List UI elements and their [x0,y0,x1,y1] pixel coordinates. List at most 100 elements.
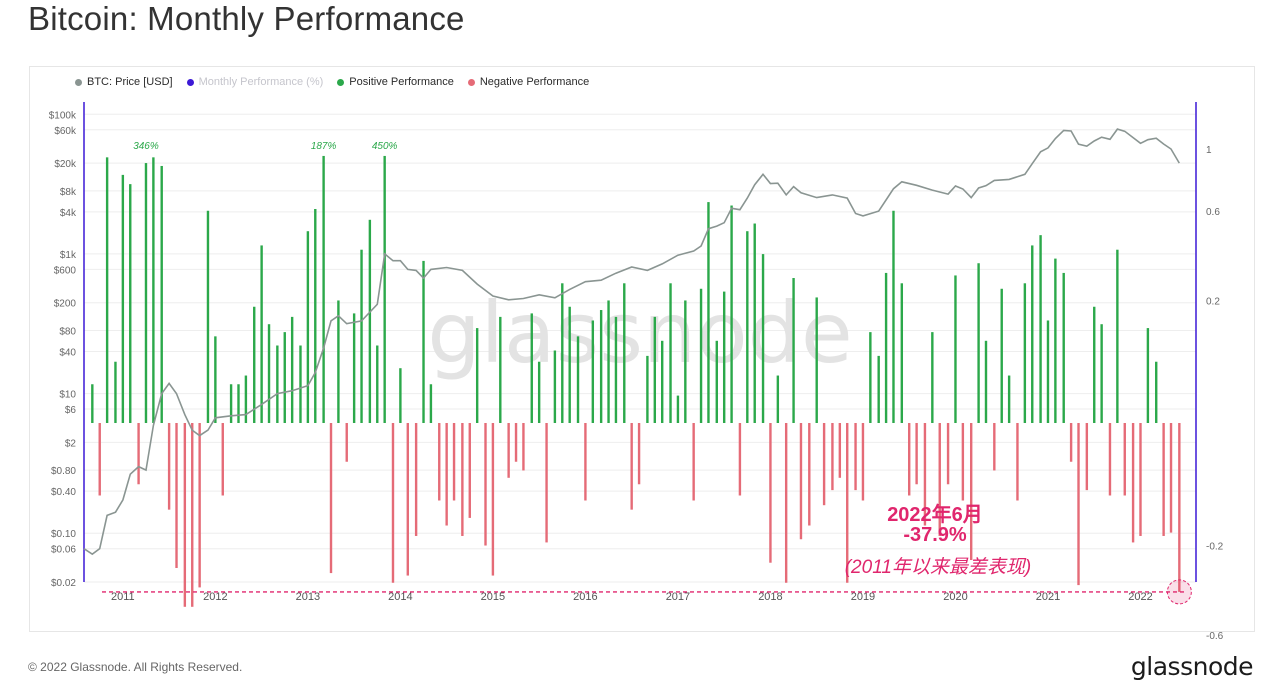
negative-bar [738,423,742,496]
negative-bar [584,423,587,501]
annotation-note: (2011年以来最差表现) [844,557,1032,578]
negative-bar [507,423,510,478]
page-title: Bitcoin: Monthly Performance [28,0,465,37]
negative-bar [468,423,471,518]
legend-item-price[interactable]: BTC: Price [USD] [75,76,173,88]
positive-bar [884,272,888,423]
legend-positive-label: Positive Performance [349,76,454,88]
negative-bar [769,423,772,563]
positive-bar [475,328,479,423]
negative-bar [191,423,194,607]
positive-bar [253,306,256,423]
negative-bar [1131,423,1135,543]
chart-panel [29,66,1255,632]
x-tick-label: 2022 [1128,591,1152,603]
negative-bar [221,423,224,496]
positive-bar [399,368,402,423]
positive-bar [1046,320,1050,423]
negative-bar [799,423,803,540]
positive-bar [730,205,733,423]
annotation-date: 2022年6月 [887,504,983,526]
negative-bar [630,423,633,510]
legend-item-negative[interactable]: Negative Performance [467,76,589,88]
negative-bar [137,423,140,485]
negative-bar [961,423,965,501]
positive-bar [1031,245,1034,423]
legend-item-positive[interactable]: Positive Performance [337,76,454,88]
left-tick-label: $0.80 [51,466,76,477]
positive-bar [121,174,125,423]
left-tick-label: $0.02 [51,578,76,589]
left-tick-label: $0.40 [51,487,76,498]
positive-bar [314,208,317,423]
legend-item-monthly-performance[interactable]: Monthly Performance (%) [186,76,324,88]
negative-bar [514,423,518,462]
positive-bar [553,350,557,423]
positive-bar [322,155,325,423]
x-tick-label: 2021 [1036,591,1060,603]
left-tick-label: $0.10 [51,529,76,540]
negative-bar [1162,423,1165,536]
negative-bar [1178,423,1181,592]
positive-bar [1100,324,1103,423]
bar-data-label: 450% [372,141,398,152]
positive-bar [568,306,571,423]
positive-bar [753,223,756,423]
positive-bar [892,210,895,423]
positive-bar [537,361,541,423]
positive-bar [267,324,271,423]
negative-bar [1169,423,1173,533]
negative-bar [98,423,101,496]
positive-bar [869,332,872,423]
negative-bar [1069,423,1073,462]
positive-bar [306,231,310,423]
positive-bar [337,300,340,423]
positive-bar [715,340,718,423]
x-tick-label: 2011 [111,591,135,603]
x-tick-label: 2013 [296,591,320,603]
negative-bar [329,423,333,574]
negative-bar [784,423,788,583]
positive-bar [1007,375,1011,423]
positive-bar [707,202,710,423]
positive-bar [954,275,957,423]
left-tick-label: $6 [65,405,77,416]
positive-bar [1116,249,1119,423]
negative-bar [1139,423,1142,536]
legend-price-label: BTC: Price [USD] [87,76,173,88]
chart-legend: BTC: Price [USD] Monthly Performance (%)… [75,76,589,88]
positive-bar [129,184,132,423]
positive-bar [977,263,980,423]
price-line [83,128,1180,556]
left-tick-label: $1k [60,250,77,261]
positive-bar [152,157,155,423]
x-tick-label: 2012 [203,591,227,603]
legend-negative-dot-icon [467,78,475,86]
positive-bar [144,163,148,423]
positive-bar [614,316,618,423]
negative-bar [345,423,348,462]
negative-bar [846,423,849,583]
positive-bar [746,231,749,423]
left-tick-label: $8k [60,187,77,198]
annotation-value: -37.9% [903,524,967,546]
positive-bar [1093,306,1096,423]
negative-bar [831,423,834,491]
positive-bar [91,384,94,423]
negative-bar [484,423,487,546]
positive-bar [607,300,610,423]
negative-bar [838,423,842,478]
negative-bar [452,423,456,501]
positive-bar [160,165,163,423]
legend-monthly-label: Monthly Performance (%) [198,76,324,88]
highlight-circle [1166,579,1192,605]
left-tick-label: $60k [54,126,77,137]
positive-bar [1062,272,1065,423]
positive-bar [900,283,904,423]
positive-bar [661,340,664,423]
positive-bar [276,345,279,423]
negative-bar [993,423,996,471]
positive-bar [1000,288,1003,423]
brand-logo[interactable]: glassnode [1130,652,1254,681]
